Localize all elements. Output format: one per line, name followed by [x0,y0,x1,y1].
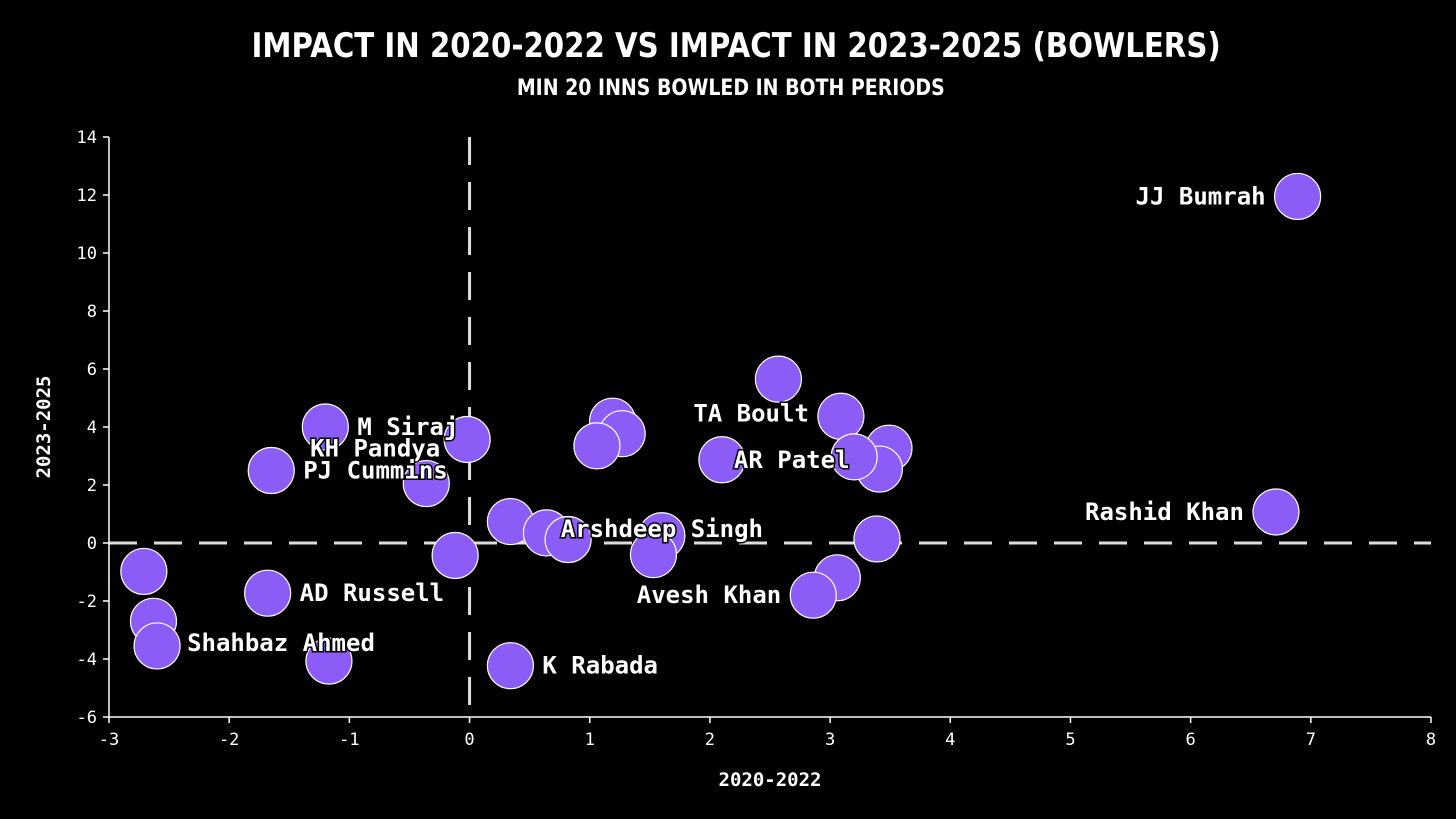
data-point [402,459,450,508]
y-tick-label: 12 [77,186,97,206]
data-point [133,622,181,670]
chart-title: Impact in 2020-2022 vs Impact in 2023-20… [251,26,1221,66]
x-axis: -3 -2 -1 0 1 2 3 4 5 6 7 8 [99,716,1436,750]
data-point [698,436,746,484]
point-label: Shahbaz Ahmed [187,629,375,657]
y-tick-label: -2 [77,592,97,612]
point-label: JJ Bumrah [1136,182,1266,210]
x-tick-label: 4 [945,730,955,750]
data-point [573,422,621,470]
point-label: AD Russell [300,579,445,607]
y-tick-label: 0 [87,534,97,554]
y-tick-label: 2 [87,476,97,496]
x-tick-label: 1 [585,730,595,750]
data-point [305,637,353,685]
data-point [244,569,292,617]
x-tick-label: 5 [1065,730,1075,750]
x-tick-label: 8 [1426,730,1436,750]
data-point [1273,172,1322,221]
x-tick-label: -1 [339,730,359,750]
x-tick-label: 6 [1186,730,1196,750]
y-axis-label: 2023-2025 [33,376,55,479]
data-point [830,433,878,481]
point-label: Avesh Khan [637,581,782,609]
x-tick-label: 7 [1306,730,1316,750]
data-point [247,446,295,495]
point-label: K Rabada [542,652,658,680]
y-tick-label: -4 [77,650,97,670]
point-label: Arshdeep Singh [561,515,763,543]
data-point [431,531,479,580]
y-tick-label: 14 [77,128,97,148]
point-label: KH Pandya [310,435,440,463]
data-point [789,571,837,619]
x-axis-label: 2020-2022 [719,769,822,791]
x-tick-label: 2 [705,730,715,750]
y-tick-label: 4 [87,418,97,438]
data-point [1252,488,1300,536]
data-point [629,530,678,579]
point-label: TA Boult [693,399,809,427]
data-point [853,515,901,563]
y-axis: -6 -4 -2 0 2 4 6 8 10 12 14 [77,128,110,728]
data-point [486,642,535,690]
point-label: M Siraj [357,413,458,441]
point-labels: JJ Bumrah Rashid Khan TA Boult AR Patel KH P… [186,181,1268,681]
data-point [443,415,491,464]
data-point [817,392,865,440]
y-tick-label: -6 [77,708,97,728]
data-point [544,515,592,564]
y-tick-label: 8 [87,302,97,322]
y-tick-label: 6 [87,360,97,380]
point-label: AR Patel [734,446,850,474]
data-point [301,403,349,451]
y-tick-label: 10 [77,244,97,264]
x-tick-label: -3 [99,730,119,750]
data-points [120,172,1322,690]
point-label: PJ Cummins [303,457,448,485]
point-label: Rashid Khan [1085,498,1244,526]
chart-subtitle: Min 20 inns bowled in both periods [516,76,945,101]
data-point [754,355,803,403]
x-tick-label: 0 [464,730,474,750]
data-point [120,547,168,596]
x-tick-label: -2 [219,730,239,750]
x-tick-label: 3 [825,730,835,750]
